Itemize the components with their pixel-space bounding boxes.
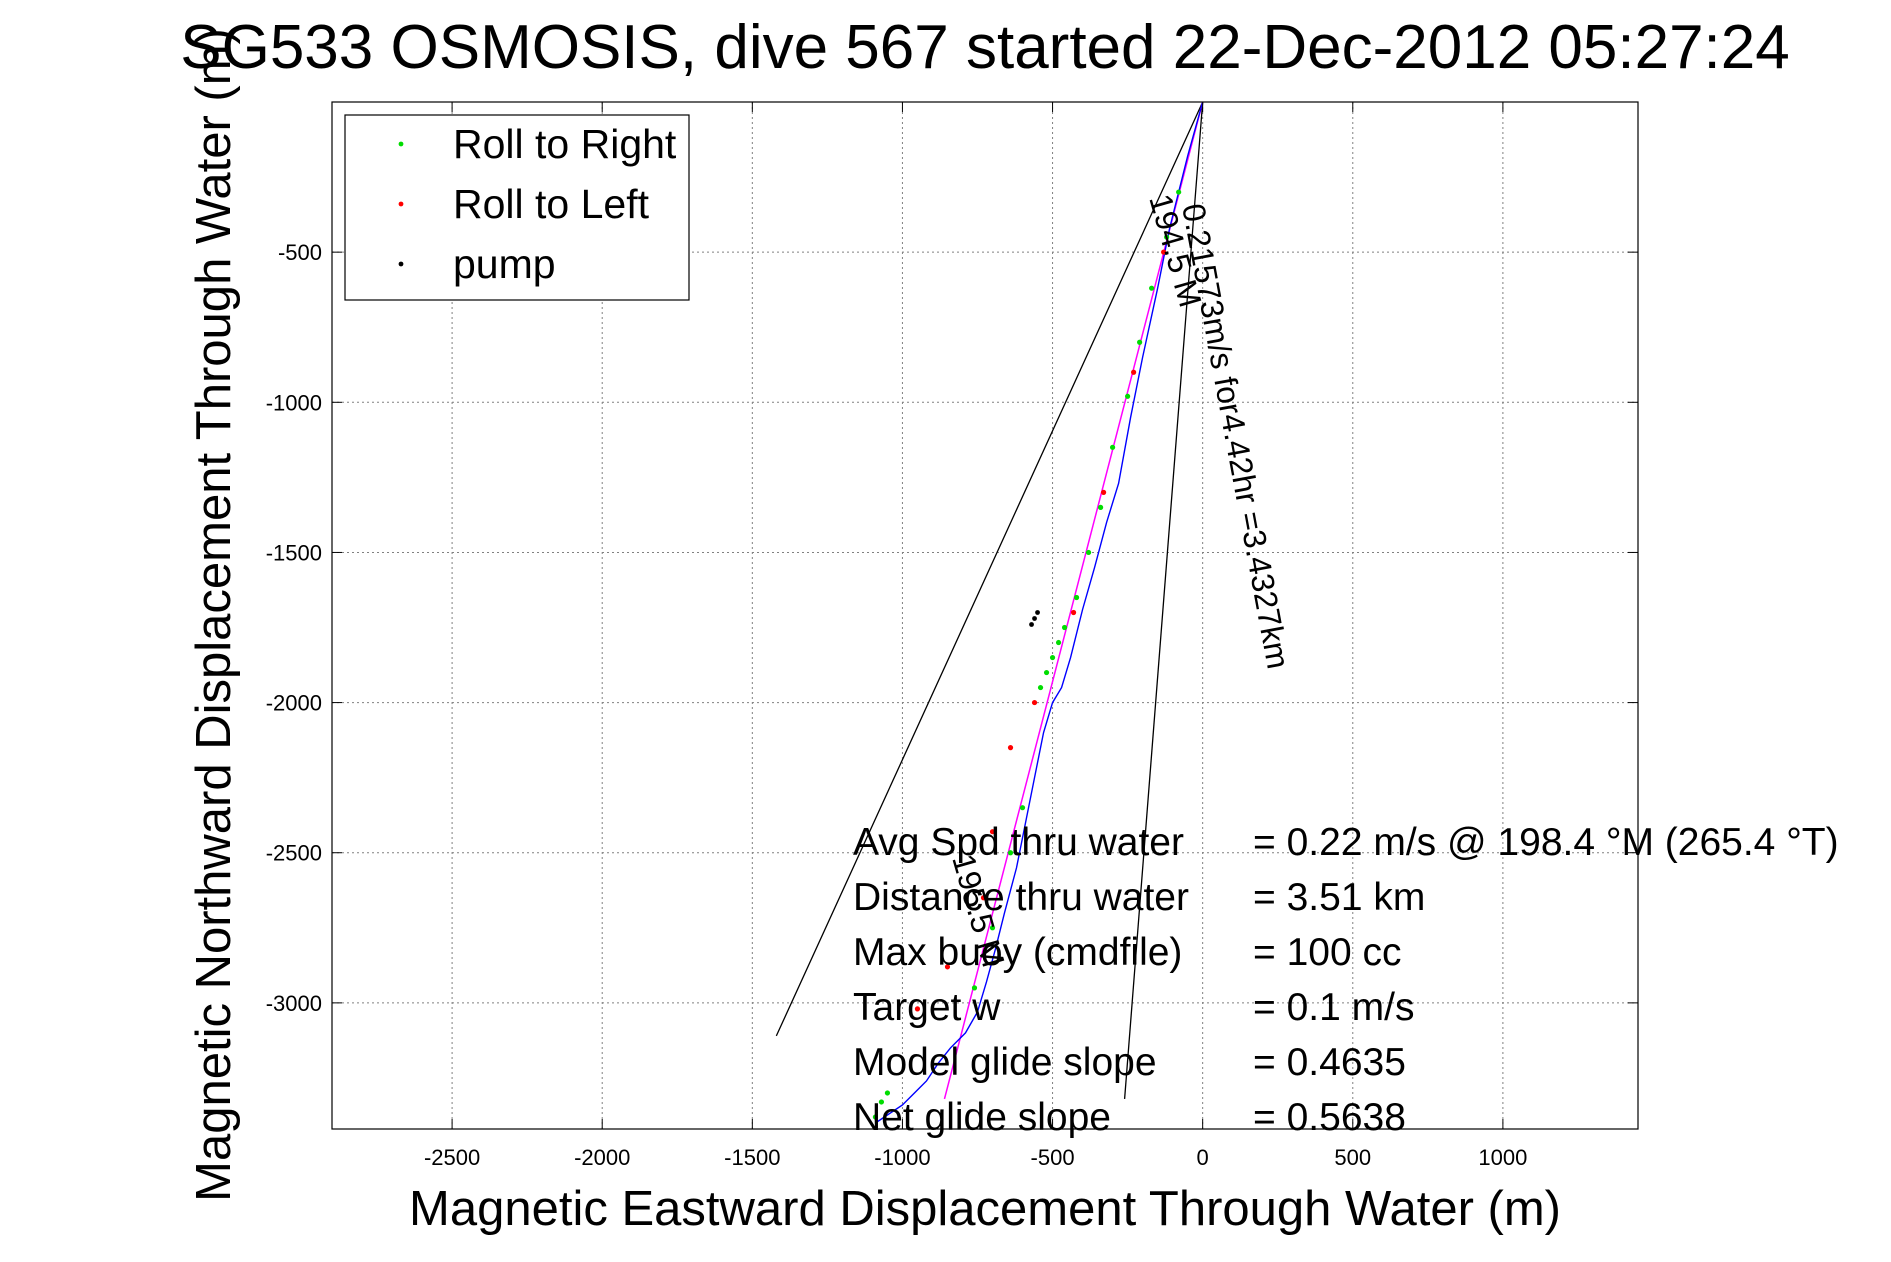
roll-left-point xyxy=(1031,699,1038,706)
stat-label: Net glide slope xyxy=(853,1096,1111,1139)
roll-right-point xyxy=(1073,594,1080,601)
roll-right-point xyxy=(1085,549,1092,556)
legend: Roll to Right Roll to Left pump xyxy=(344,114,690,301)
stat-label: Distance thru water xyxy=(853,876,1189,919)
y-tick-label: -1000 xyxy=(266,390,322,415)
roll-left-point xyxy=(980,895,987,901)
roll-right-point xyxy=(878,1099,885,1105)
y-tick-label: -3000 xyxy=(266,991,322,1016)
roll-left-point xyxy=(1070,609,1077,616)
legend-entry: Roll to Right xyxy=(453,121,677,167)
y-axis-label: Magnetic Northward Displacement Through … xyxy=(187,28,241,1202)
mean-direction-line xyxy=(943,101,1204,1100)
cone-line xyxy=(1123,101,1204,1100)
axes-frame xyxy=(331,101,1639,1130)
roll-points xyxy=(872,189,1182,1120)
stat-value: = 0.22 m/s @ 198.4 °M (265.4 °T) xyxy=(1253,821,1839,864)
pump-point xyxy=(1029,622,1034,627)
stat-value: = 0.4635 xyxy=(1253,1041,1406,1084)
stat-label: Max buoy (cmdfile) xyxy=(853,931,1182,974)
roll-right-point xyxy=(1125,393,1131,399)
y-tick-label: -2000 xyxy=(266,691,322,716)
roll-right-point xyxy=(989,925,996,931)
x-tick-label: 0 xyxy=(1197,1145,1209,1170)
x-tick-label: -1000 xyxy=(874,1145,930,1170)
stat-value: = 3.51 km xyxy=(1253,876,1425,919)
x-tick-label: 500 xyxy=(1334,1145,1371,1170)
roll-left-point xyxy=(944,964,951,970)
y-tick-label: -500 xyxy=(278,240,322,265)
legend-marker xyxy=(398,261,404,267)
roll-left-point xyxy=(1007,745,1014,751)
mean-line xyxy=(943,101,1204,1100)
legend-entry: pump xyxy=(453,241,556,287)
stat-value: = 0.5638 xyxy=(1253,1096,1406,1139)
roll-right-point xyxy=(1037,684,1044,691)
y-ticks: -500 -1000 -1500 -2000 -2500 -3000 xyxy=(266,240,1638,1016)
legend-marker xyxy=(398,141,404,147)
glider-track xyxy=(875,101,1204,1124)
roll-right-point xyxy=(1137,339,1143,345)
track-line xyxy=(875,101,1204,1124)
roll-right-point xyxy=(1097,504,1104,510)
roll-right-point xyxy=(1019,805,1026,811)
roll-right-point xyxy=(1164,234,1170,240)
legend-marker xyxy=(398,201,404,207)
roll-right-point xyxy=(1049,654,1056,661)
stat-label: Model glide slope xyxy=(853,1041,1157,1084)
legend-entry: Roll to Left xyxy=(453,181,650,227)
x-tick-label: -500 xyxy=(1031,1145,1075,1170)
x-axis-label: Magnetic Eastward Displacement Through W… xyxy=(409,1182,1561,1236)
x-tick-label: 1000 xyxy=(1478,1145,1527,1170)
roll-left-point xyxy=(914,1006,921,1012)
cone-line xyxy=(775,101,1204,1037)
y-tick-label: -2500 xyxy=(266,841,322,866)
stat-value: = 0.1 m/s xyxy=(1253,986,1414,1029)
pump-point xyxy=(1035,610,1040,615)
stats-block: Avg Spd thru water = 0.22 m/s @ 198.4 °M … xyxy=(853,821,1839,1139)
roll-right-point xyxy=(872,1114,879,1120)
y-tick-label: -1500 xyxy=(266,540,322,565)
roll-left-point xyxy=(1161,249,1167,255)
roll-right-point xyxy=(1176,189,1182,195)
roll-right-point xyxy=(1149,285,1155,291)
roll-right-point xyxy=(884,1090,891,1096)
roll-right-point xyxy=(1109,444,1116,450)
pump-point xyxy=(1032,616,1037,621)
roll-right-point xyxy=(1055,639,1062,646)
roll-right-point xyxy=(971,985,978,991)
roll-left-point xyxy=(1100,489,1107,495)
roll-right-point xyxy=(1007,850,1014,856)
chart-title: SG533 OSMOSIS, dive 567 started 22-Dec-2… xyxy=(180,13,1790,82)
stat-value: = 100 cc xyxy=(1253,931,1402,974)
roll-left-point xyxy=(989,829,996,835)
x-tick-label: -2000 xyxy=(574,1145,630,1170)
roll-right-point xyxy=(1061,624,1068,631)
roll-left-point xyxy=(1131,369,1137,375)
x-ticks: -2500 -2000 -1500 -1000 -500 0 500 1000 xyxy=(424,102,1527,1170)
roll-right-point xyxy=(1043,669,1050,676)
stat-label: Target w xyxy=(853,986,1001,1029)
cone-lines xyxy=(775,101,1204,1100)
x-tick-label: -1500 xyxy=(724,1145,780,1170)
stat-label: Avg Spd thru water xyxy=(853,821,1184,864)
x-tick-label: -2500 xyxy=(424,1145,480,1170)
